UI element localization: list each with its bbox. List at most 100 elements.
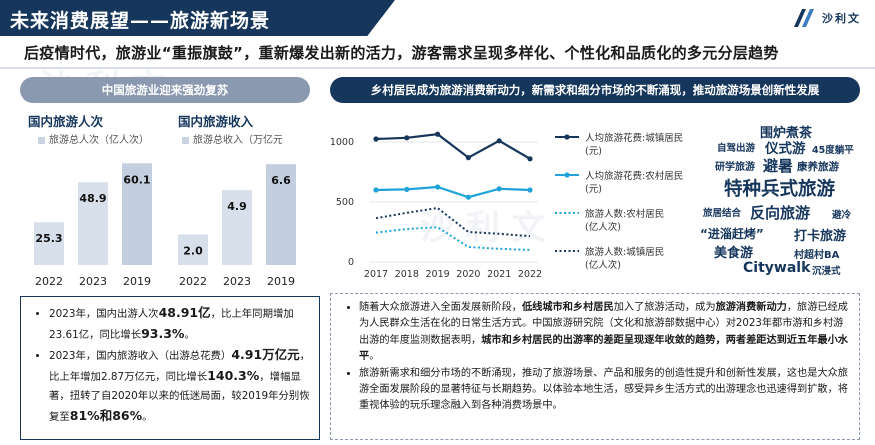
bar-chart-revenue: 2.0 2022 4.9 2023 6.6 2019 — [178, 164, 296, 288]
summary-text: ，比上年同期增加23.61亿，同比增长 — [49, 308, 294, 341]
bar — [178, 234, 208, 265]
word-cloud-term: Citywalk — [743, 260, 811, 276]
word-cloud-term: “进淄赶烤” — [700, 227, 764, 241]
logo-text: 沙利文 — [822, 12, 861, 25]
summary-highlight: 140.3% — [207, 368, 260, 383]
x-tick-label: 2020 — [456, 269, 480, 280]
legend-label: 人均旅游花费:农村居民 — [585, 170, 683, 182]
summary-highlight: 城市和乡村居民的出游率的差距呈现逐年收敛的趋势，两者差距达到近五年最小水平 — [359, 334, 848, 363]
summary-highlight: 81%和86% — [69, 408, 143, 423]
data-point — [465, 155, 471, 161]
summary-item: 2023年，国内旅游收入（出游总花费）4.91万亿元，比上年增加2.87万亿元，… — [49, 345, 311, 427]
data-point — [527, 156, 533, 162]
page-title: 未来消费展望——旅游新场景 — [10, 10, 271, 32]
data-point — [404, 135, 410, 141]
summary-text: 。 — [142, 411, 153, 423]
y-tick-label: 1000 — [330, 137, 354, 148]
bar — [34, 222, 64, 265]
x-tick-label: 2019 — [426, 269, 450, 280]
summary-text: 2023年，国内出游人次 — [49, 308, 159, 320]
summary-text: 随着大众旅游进入全面发展新阶段， — [359, 302, 522, 313]
legend-marker — [564, 134, 570, 140]
summary-text: 旅游新需求和细分市场的不断涌现，推动了旅游场景、产品和服务的创造性提升和创新性发… — [359, 367, 848, 412]
data-point — [373, 136, 379, 142]
x-tick-label: 2023 — [223, 275, 251, 288]
word-cloud-term: 康养旅游 — [797, 161, 839, 173]
chart2-legend-label: 旅游总收入（万亿元） — [193, 135, 282, 146]
word-cloud-term: 围炉煮茶 — [760, 126, 813, 141]
word-cloud-term: 特种兵式旅游 — [724, 179, 836, 200]
data-point — [527, 187, 533, 193]
summary-item: 2023年，国内出游人次48.91亿，比上年同期增加23.61亿，同比增长93.… — [49, 303, 311, 345]
legend-marker — [564, 172, 570, 178]
summary-box-right: 随着大众旅游进入全面发展新阶段，低线城市和乡村居民加入了旅游活动，成为旅游消费新… — [330, 293, 860, 440]
word-cloud-term: 避暑 — [763, 157, 794, 175]
bar-value-label: 48.9 — [79, 192, 106, 205]
legend-label: 旅游人数:城镇居民 — [585, 246, 664, 258]
logo-icon — [794, 9, 814, 27]
word-cloud-term: 仪式游 — [765, 141, 806, 157]
chart1-legend-label: 旅游总人次（亿人次） — [49, 135, 149, 146]
summary-text: 。 — [369, 351, 380, 363]
left-panel-header: 中国旅游业迎来强劲复苏 — [20, 77, 310, 103]
bar — [122, 163, 152, 265]
word-cloud-term: 自驾出游 — [717, 143, 756, 154]
legend-label: (亿人次) — [585, 259, 621, 271]
x-tick-label: 2018 — [395, 269, 419, 280]
bar-value-label: 60.1 — [123, 173, 150, 186]
bar-value-label: 25.3 — [35, 232, 62, 245]
summary-highlight: 4.91万亿元 — [231, 347, 300, 362]
word-cloud: 围炉煮茶 自驾出游 仪式游 45度躺平 研学旅游 避暑 康养旅游 特种兵式旅游 … — [700, 112, 870, 287]
bar — [222, 190, 252, 265]
chart1-legend: 旅游总人次（亿人次） — [38, 131, 173, 146]
bar-value-label: 2.0 — [183, 244, 203, 257]
summary-text: 2023年，国内旅游收入（出游总花费） — [49, 350, 232, 362]
data-point — [435, 131, 441, 137]
x-tick-label: 2021 — [487, 269, 511, 280]
legend-swatch — [182, 136, 189, 144]
y-tick-label: 0 — [348, 257, 354, 268]
chart2-title: 国内旅游收入 — [178, 114, 254, 129]
data-point — [373, 187, 379, 193]
word-cloud-term: 旅居结合 — [703, 208, 742, 219]
word-cloud-term: 打卡旅游 — [794, 229, 847, 244]
summary-text: ，比上年增加2.87万亿元，同比增长 — [49, 350, 311, 383]
series-line — [375, 133, 531, 160]
summary-item: 旅游新需求和细分市场的不断涌现，推动了旅游场景、产品和服务的创造性提升和创新性发… — [359, 366, 849, 415]
data-point — [404, 186, 410, 192]
line-chart: 0 500 1000 2017 2018 2019 2020 2021 2022 人均旅游花费:城… — [330, 131, 683, 280]
x-tick-label: 2022 — [179, 275, 207, 288]
summary-text: ，旅游已经成为人民群众生活在化的日常生活方式。中国旅游研究院（文化和旅游部数据中… — [359, 302, 848, 346]
word-cloud-term: 研学旅游 — [715, 162, 755, 173]
bar — [266, 164, 296, 265]
word-cloud-term: 沉浸式 — [812, 266, 841, 277]
chart1-title: 国内旅游人次 — [28, 114, 104, 129]
x-tick-label: 2019 — [123, 275, 151, 288]
summary-item: 随着大众旅游进入全面发展新阶段，低线城市和乡村居民加入了旅游活动，成为旅游消费新… — [359, 300, 849, 366]
y-tick-label: 500 — [336, 197, 354, 208]
legend-label: (元) — [585, 146, 602, 157]
x-tick-label: 2022 — [35, 275, 63, 288]
word-cloud-term: 避冷 — [832, 210, 852, 221]
data-point — [496, 186, 502, 192]
series-line — [375, 185, 531, 199]
legend-label: 旅游人数:农村居民 — [585, 208, 664, 220]
summary-box-left: 2023年，国内出游人次48.91亿，比上年同期增加23.61亿，同比增长93.… — [20, 296, 320, 440]
legend-label: (元) — [585, 184, 602, 195]
x-tick-label: 2022 — [518, 269, 542, 280]
page-subtitle: 后疫情时代，旅游业“重振旗鼓”，重新爆发出新的活力，游客需求呈现多样化、个性化和… — [24, 44, 779, 62]
brand-logo: 沙利文 — [792, 7, 861, 29]
legend-label: 人均旅游花费:城镇居民 — [585, 132, 683, 144]
summary-text: 加入了旅游活动，成为 — [613, 302, 716, 313]
summary-highlight: 48.91亿 — [158, 305, 211, 320]
summary-highlight: 旅游消费新动力 — [715, 302, 787, 313]
x-tick-label: 2023 — [79, 275, 107, 288]
bar-value-label: 4.9 — [227, 200, 247, 213]
bar — [78, 182, 108, 265]
title-bar: 未来消费展望——旅游新场景 — [0, 0, 395, 36]
word-cloud-term: 反向旅游 — [750, 204, 811, 222]
legend-swatch — [38, 136, 45, 144]
x-tick-label: 2017 — [364, 269, 388, 280]
summary-text: ，增幅显著，扭转了自2020年以来的低迷局面，较2019年分别恢复至 — [49, 371, 310, 423]
bar-value-label: 6.6 — [271, 174, 291, 187]
